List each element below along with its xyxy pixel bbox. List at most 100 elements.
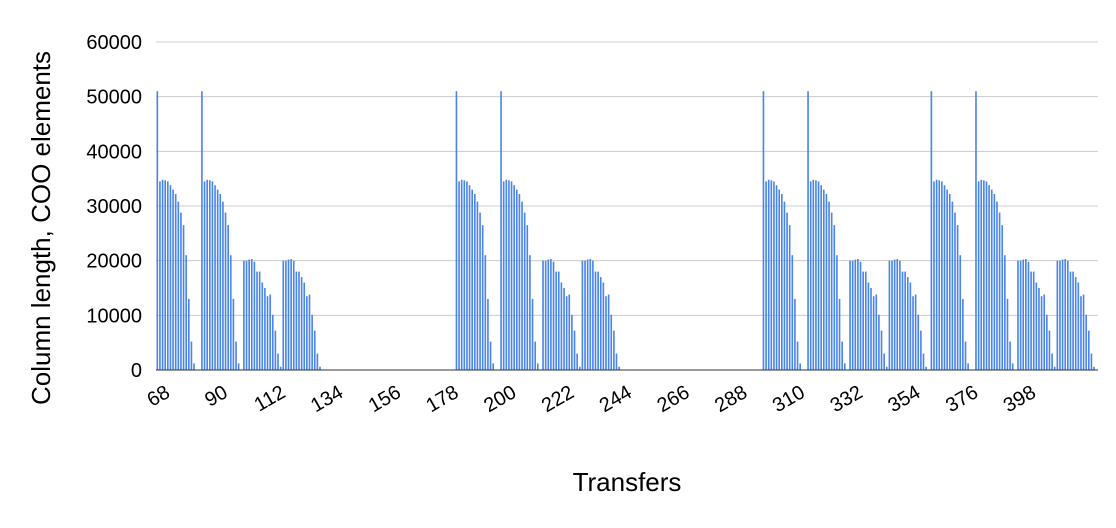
bar: [770, 180, 773, 370]
bar: [964, 341, 967, 370]
bar: [174, 193, 177, 370]
bar: [1006, 298, 1009, 370]
x-axis-title: Transfers: [573, 467, 682, 497]
bar: [547, 259, 550, 370]
bar: [602, 282, 605, 370]
bar: [904, 271, 906, 370]
bar: [161, 179, 164, 370]
bar: [959, 255, 962, 370]
bar: [1017, 260, 1019, 370]
bar: [466, 181, 468, 370]
bar: [896, 259, 899, 370]
bar: [943, 185, 946, 370]
bar: [295, 271, 298, 370]
bar: [951, 201, 954, 370]
bar: [487, 298, 489, 370]
bar: [857, 259, 859, 370]
bar: [930, 91, 933, 370]
bar: [576, 353, 578, 370]
x-tick-label: 68: [144, 381, 174, 411]
bar: [820, 185, 822, 370]
bar: [166, 181, 169, 370]
bar: [781, 193, 783, 370]
bar: [807, 91, 809, 370]
bar: [248, 259, 250, 370]
bar: [1067, 260, 1069, 370]
bar: [946, 189, 948, 370]
bar: [613, 330, 615, 370]
x-tick-label: 134: [307, 381, 347, 417]
bar: [912, 296, 914, 370]
bar: [536, 363, 539, 370]
bar: [476, 201, 479, 370]
bar: [822, 189, 825, 370]
bar: [607, 294, 610, 370]
bar: [258, 271, 261, 370]
bar: [185, 255, 187, 370]
y-tick-label: 60000: [86, 32, 142, 54]
bar: [985, 181, 988, 370]
bar: [1064, 259, 1067, 370]
bar: [266, 296, 269, 370]
bar: [227, 225, 229, 370]
bar: [925, 366, 927, 370]
bar: [1069, 271, 1072, 370]
bar: [1088, 330, 1090, 370]
bar: [180, 212, 182, 370]
bar: [177, 201, 180, 370]
bar: [279, 366, 282, 370]
bar: [1051, 353, 1053, 370]
bar: [1004, 255, 1006, 370]
bar: [597, 271, 599, 370]
bar: [235, 341, 237, 370]
bar: [156, 91, 159, 370]
bar: [996, 201, 998, 370]
bar: [775, 185, 778, 370]
bar: [216, 189, 219, 370]
bar: [1038, 288, 1040, 370]
bar: [479, 212, 481, 370]
bar: [264, 288, 266, 370]
bar: [513, 185, 515, 370]
bar: [872, 296, 875, 370]
bar: [526, 225, 529, 370]
bar: [833, 225, 836, 370]
bar: [282, 260, 285, 370]
bar: [914, 294, 917, 370]
bar: [1040, 296, 1043, 370]
bar: [610, 314, 613, 370]
bar: [1035, 282, 1038, 370]
bar: [571, 314, 573, 370]
y-tick-label: 30000: [86, 196, 142, 218]
bar: [765, 181, 767, 370]
bar: [303, 282, 306, 370]
bar: [261, 282, 264, 370]
bar: [618, 366, 620, 370]
x-tick-label: 222: [538, 381, 578, 417]
bar: [941, 181, 943, 370]
bar: [460, 179, 463, 370]
bar: [967, 363, 969, 370]
bar: [920, 330, 922, 370]
bar: [271, 314, 274, 370]
bar: [256, 271, 258, 370]
bar: [206, 179, 208, 370]
bar: [458, 181, 460, 370]
bar: [849, 260, 851, 370]
bar: [560, 282, 563, 370]
bar: [277, 353, 279, 370]
bar: [578, 366, 581, 370]
bar: [484, 255, 487, 370]
bar: [489, 341, 492, 370]
bar: [269, 294, 271, 370]
bar: [243, 260, 245, 370]
bar: [316, 353, 319, 370]
bar: [1001, 225, 1004, 370]
bar: [292, 260, 295, 370]
bar: [592, 260, 594, 370]
bar: [783, 201, 786, 370]
bar: [290, 259, 292, 370]
bar: [794, 298, 796, 370]
bar: [938, 180, 941, 370]
x-tick-label: 398: [1000, 381, 1040, 417]
